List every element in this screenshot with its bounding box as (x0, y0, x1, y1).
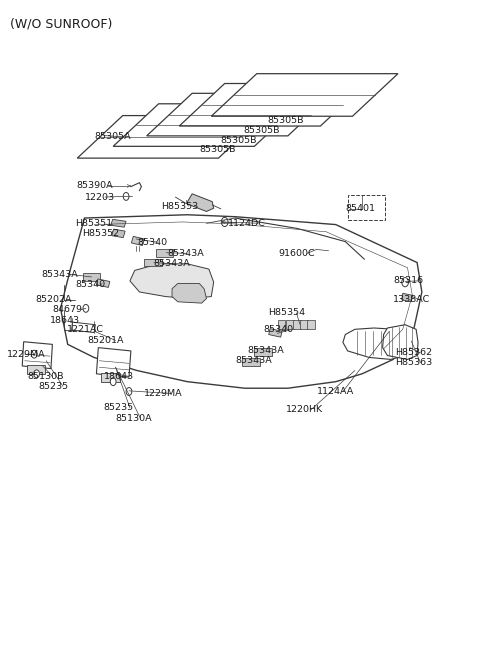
Text: 85343A: 85343A (41, 270, 78, 279)
Polygon shape (96, 348, 131, 377)
Text: 91600C: 91600C (278, 249, 315, 258)
Polygon shape (111, 219, 126, 227)
Text: 85305B: 85305B (268, 116, 304, 125)
Polygon shape (60, 215, 422, 388)
Polygon shape (402, 293, 412, 302)
Text: 1229MA: 1229MA (6, 350, 45, 359)
Text: 18643: 18643 (50, 316, 80, 325)
Circle shape (126, 388, 132, 396)
Text: 85390A: 85390A (76, 182, 113, 190)
Text: 85340: 85340 (263, 325, 293, 335)
Text: H85352: H85352 (82, 228, 119, 237)
Text: 85201A: 85201A (88, 336, 124, 345)
Polygon shape (269, 329, 282, 337)
Text: 85343A: 85343A (167, 249, 204, 258)
Polygon shape (211, 73, 398, 116)
Text: 85202A: 85202A (35, 295, 72, 304)
Text: 85401: 85401 (345, 205, 375, 213)
Polygon shape (77, 115, 264, 158)
Polygon shape (113, 104, 300, 146)
Text: 1229MA: 1229MA (144, 389, 183, 398)
Text: 85235: 85235 (104, 403, 134, 413)
Polygon shape (22, 342, 52, 369)
Text: H85362: H85362 (396, 348, 432, 358)
Bar (278, 320, 286, 329)
Bar (286, 320, 294, 329)
Text: H85353: H85353 (161, 202, 198, 211)
Polygon shape (179, 83, 366, 126)
Text: 18643: 18643 (104, 372, 134, 381)
Text: H85363: H85363 (396, 358, 433, 367)
Text: 85305B: 85305B (221, 136, 257, 144)
Polygon shape (242, 358, 260, 366)
Text: 1221AC: 1221AC (67, 325, 104, 335)
Text: 84679: 84679 (52, 305, 83, 314)
Text: 12203: 12203 (84, 193, 115, 201)
Polygon shape (144, 258, 161, 266)
Polygon shape (147, 93, 333, 136)
Text: H85351: H85351 (75, 219, 112, 228)
Polygon shape (186, 194, 214, 211)
Bar (293, 320, 301, 329)
Circle shape (221, 217, 228, 226)
Text: 85343A: 85343A (154, 259, 191, 268)
Text: 1124AA: 1124AA (317, 387, 354, 396)
Text: 1338AC: 1338AC (393, 295, 431, 304)
Polygon shape (343, 328, 408, 359)
Circle shape (110, 378, 116, 386)
Polygon shape (112, 229, 125, 237)
Text: 85305A: 85305A (94, 133, 131, 141)
Text: 85340: 85340 (75, 280, 105, 289)
Polygon shape (254, 348, 272, 356)
Polygon shape (172, 283, 206, 303)
Text: 85235: 85235 (38, 382, 68, 391)
Bar (101, 373, 120, 382)
Bar (27, 365, 45, 374)
Polygon shape (130, 264, 214, 298)
Text: 1220HK: 1220HK (286, 405, 323, 415)
Text: H85354: H85354 (268, 308, 305, 318)
Text: 85316: 85316 (393, 276, 423, 285)
Circle shape (123, 192, 129, 200)
Text: 85343A: 85343A (235, 356, 272, 365)
Polygon shape (132, 236, 144, 245)
Polygon shape (83, 273, 100, 281)
Bar (300, 320, 308, 329)
Circle shape (34, 370, 39, 378)
Text: 85305B: 85305B (199, 146, 236, 154)
Bar (308, 320, 315, 329)
Polygon shape (72, 322, 96, 333)
Text: 85130B: 85130B (27, 372, 63, 381)
Polygon shape (96, 279, 110, 287)
Text: (W/O SUNROOF): (W/O SUNROOF) (10, 17, 113, 30)
Circle shape (83, 304, 89, 312)
Text: 85130A: 85130A (116, 414, 152, 423)
Circle shape (31, 350, 37, 358)
Text: 85340: 85340 (137, 237, 167, 247)
Text: 85343A: 85343A (247, 346, 284, 356)
Polygon shape (156, 249, 173, 256)
Text: 1124DC: 1124DC (228, 218, 266, 228)
Bar (348, 195, 385, 220)
Text: 85305B: 85305B (244, 126, 280, 134)
Polygon shape (383, 325, 418, 359)
Circle shape (402, 277, 408, 287)
